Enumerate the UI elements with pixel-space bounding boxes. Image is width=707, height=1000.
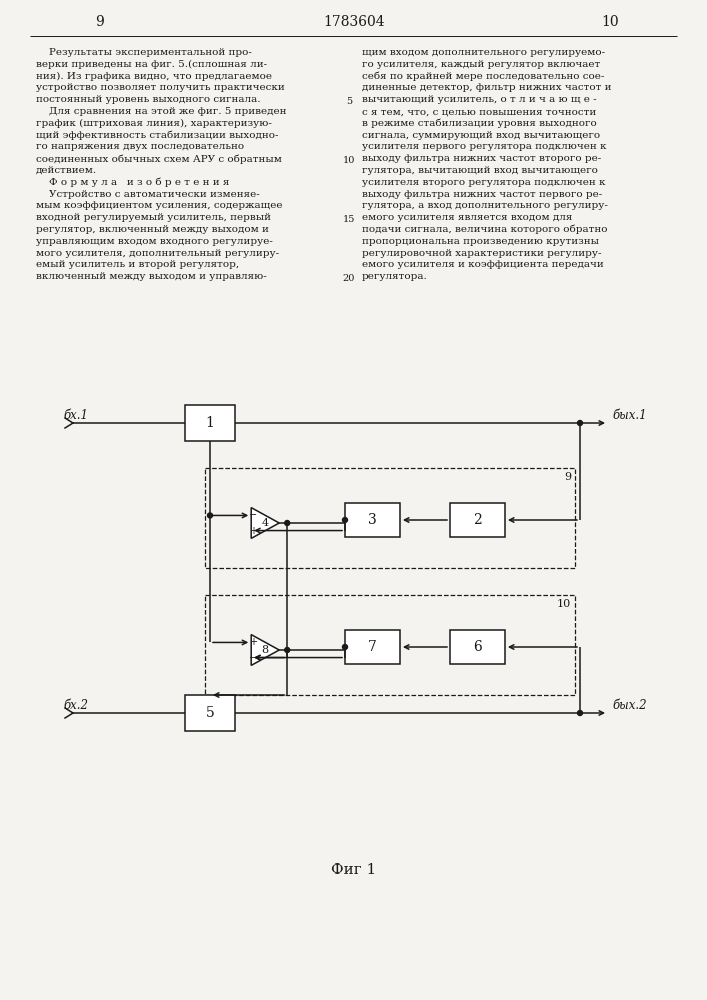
Text: мого усилителя, дополнительный регулиру-: мого усилителя, дополнительный регулиру- — [36, 249, 279, 258]
Circle shape — [207, 513, 213, 518]
Text: бх.1: бх.1 — [63, 409, 88, 422]
Text: постоянный уровень выходного сигнала.: постоянный уровень выходного сигнала. — [36, 95, 260, 104]
Text: вычитающий усилитель, о т л и ч а ю щ е -: вычитающий усилитель, о т л и ч а ю щ е … — [362, 95, 597, 104]
Text: 5: 5 — [206, 706, 214, 720]
Text: включенный между выходом и управляю-: включенный между выходом и управляю- — [36, 272, 267, 281]
Polygon shape — [251, 635, 279, 665]
Text: Результаты экспериментальной про-: Результаты экспериментальной про- — [36, 48, 252, 57]
Text: подачи сигнала, величина которого обратно: подачи сигнала, величина которого обратн… — [362, 225, 607, 234]
Text: управляющим входом входного регулируе-: управляющим входом входного регулируе- — [36, 237, 273, 246]
Text: входной регулируемый усилитель, первый: входной регулируемый усилитель, первый — [36, 213, 271, 222]
Bar — [185, 405, 235, 441]
Text: бх.2: бх.2 — [63, 699, 88, 712]
Text: Фиг 1: Фиг 1 — [332, 863, 377, 877]
Bar — [450, 630, 505, 664]
Text: 8: 8 — [262, 645, 269, 655]
Text: +: + — [250, 637, 257, 647]
Text: 3: 3 — [368, 513, 377, 527]
Text: 1783604: 1783604 — [323, 15, 385, 29]
Text: выходу фильтра нижних частот второго ре-: выходу фильтра нижних частот второго ре- — [362, 154, 601, 163]
Text: регулятор, включенный между выходом и: регулятор, включенный между выходом и — [36, 225, 269, 234]
Text: 9: 9 — [95, 15, 105, 29]
Text: Ф о р м у л а   и з о б р е т е н и я: Ф о р м у л а и з о б р е т е н и я — [36, 178, 229, 187]
Text: верки приведены на фиг. 5.(сплошная ли-: верки приведены на фиг. 5.(сплошная ли- — [36, 60, 267, 69]
Text: бых.2: бых.2 — [612, 699, 647, 712]
Text: −: − — [250, 653, 257, 663]
Text: емый усилитель и второй регулятор,: емый усилитель и второй регулятор, — [36, 260, 239, 269]
Text: усилителя второго регулятора подключен к: усилителя второго регулятора подключен к — [362, 178, 605, 187]
Text: 2: 2 — [473, 513, 482, 527]
Text: 6: 6 — [473, 640, 482, 654]
Text: сигнала, суммирующий вход вычитающего: сигнала, суммирующий вход вычитающего — [362, 131, 600, 140]
Circle shape — [285, 648, 290, 652]
Text: диненные детектор, фильтр нижних частот и: диненные детектор, фильтр нижних частот … — [362, 83, 612, 92]
Text: себя по крайней мере последовательно сое-: себя по крайней мере последовательно сое… — [362, 72, 604, 81]
Text: график (штриховая линия), характеризую-: график (штриховая линия), характеризую- — [36, 119, 272, 128]
Text: емого усилителя является входом для: емого усилителя является входом для — [362, 213, 573, 222]
Circle shape — [342, 518, 348, 522]
Text: регулировочной характеристики регулиру-: регулировочной характеристики регулиру- — [362, 249, 602, 258]
Bar — [205, 595, 575, 695]
Bar — [345, 630, 400, 664]
Text: емого усилителя и коэффициента передачи: емого усилителя и коэффициента передачи — [362, 260, 604, 269]
Text: 1: 1 — [206, 416, 214, 430]
Text: 5: 5 — [346, 97, 352, 106]
Text: 20: 20 — [343, 274, 355, 283]
Text: 15: 15 — [343, 215, 355, 224]
Text: 10: 10 — [601, 15, 619, 29]
Text: соединенных обычных схем АРУ с обратным: соединенных обычных схем АРУ с обратным — [36, 154, 282, 164]
Text: 4: 4 — [262, 518, 269, 528]
Text: действием.: действием. — [36, 166, 97, 175]
Text: гулятора, вычитающий вход вычитающего: гулятора, вычитающий вход вычитающего — [362, 166, 598, 175]
Circle shape — [342, 645, 348, 650]
Text: щий эффективность стабилизации выходно-: щий эффективность стабилизации выходно- — [36, 131, 279, 140]
Text: 7: 7 — [368, 640, 377, 654]
Text: щим входом дополнительного регулируемо-: щим входом дополнительного регулируемо- — [362, 48, 605, 57]
Bar — [450, 503, 505, 537]
Text: 9: 9 — [564, 472, 571, 482]
Text: го напряжения двух последовательно: го напряжения двух последовательно — [36, 142, 244, 151]
Polygon shape — [251, 508, 279, 538]
Text: в режиме стабилизации уровня выходного: в режиме стабилизации уровня выходного — [362, 119, 597, 128]
Text: ния). Из графика видно, что предлагаемое: ния). Из графика видно, что предлагаемое — [36, 72, 272, 81]
Text: го усилителя, каждый регулятор включает: го усилителя, каждый регулятор включает — [362, 60, 600, 69]
Bar — [205, 468, 575, 568]
Text: Для сравнения на этой же фиг. 5 приведен: Для сравнения на этой же фиг. 5 приведен — [36, 107, 286, 116]
Text: выходу фильтра нижних частот первого ре-: выходу фильтра нижних частот первого ре- — [362, 190, 602, 199]
Text: регулятора.: регулятора. — [362, 272, 428, 281]
Circle shape — [285, 520, 290, 526]
Circle shape — [578, 710, 583, 716]
Text: Устройство с автоматически изменяе-: Устройство с автоматически изменяе- — [36, 190, 259, 199]
Text: 10: 10 — [343, 156, 355, 165]
Text: с я тем, что, с целью повышения точности: с я тем, что, с целью повышения точности — [362, 107, 596, 116]
Text: +: + — [250, 526, 257, 536]
Text: 10: 10 — [556, 599, 571, 609]
Circle shape — [578, 420, 583, 426]
Text: устройство позволяет получить практически: устройство позволяет получить практическ… — [36, 83, 285, 92]
Bar — [185, 695, 235, 731]
Text: усилителя первого регулятора подключен к: усилителя первого регулятора подключен к — [362, 142, 607, 151]
Text: бых.1: бых.1 — [612, 409, 647, 422]
Text: гулятора, а вход дополнительного регулиру-: гулятора, а вход дополнительного регулир… — [362, 201, 608, 210]
Text: мым коэффициентом усиления, содержащее: мым коэффициентом усиления, содержащее — [36, 201, 283, 210]
Text: −: − — [250, 510, 257, 520]
Text: пропорциональна произведению крутизны: пропорциональна произведению крутизны — [362, 237, 599, 246]
Bar — [345, 503, 400, 537]
